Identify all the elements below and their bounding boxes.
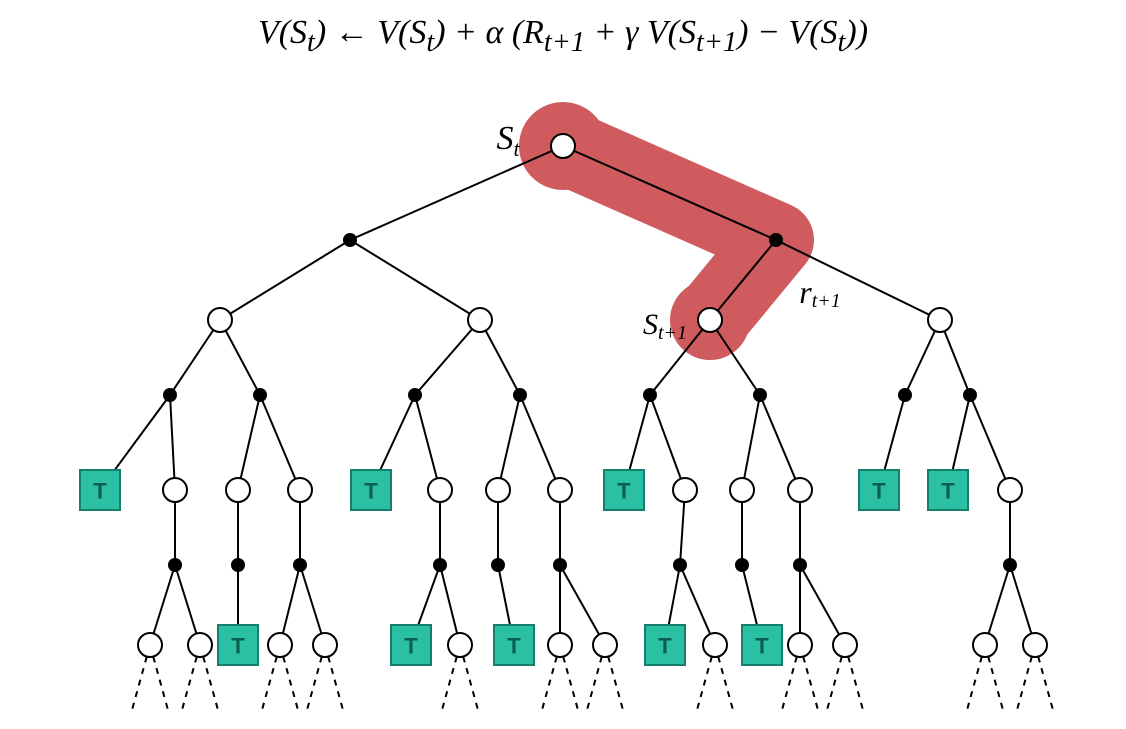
- terminal-label: T: [507, 634, 521, 659]
- state-node: [833, 633, 857, 657]
- state-node: [788, 478, 812, 502]
- root-state: [551, 134, 575, 158]
- terminal-label: T: [617, 479, 631, 504]
- state-node: [486, 478, 510, 502]
- action-node: [253, 388, 267, 402]
- state-node: [468, 308, 492, 332]
- terminal-label: T: [658, 634, 672, 659]
- state-node: [288, 478, 312, 502]
- state-node: [548, 633, 572, 657]
- action-node: [231, 558, 245, 572]
- td-backup-tree: TTTTTTTTTTStrt+1St+1: [0, 90, 1126, 724]
- action-node: [433, 558, 447, 572]
- state-node: [788, 633, 812, 657]
- state-node: [448, 633, 472, 657]
- state-node: [973, 633, 997, 657]
- backup-tree-svg: TTTTTTTTTTStrt+1St+1: [0, 90, 1126, 724]
- state-node: [188, 633, 212, 657]
- action-node: [753, 388, 767, 402]
- action-node: [293, 558, 307, 572]
- terminal-label: T: [364, 479, 378, 504]
- label-S-t: St: [496, 120, 520, 161]
- state-node: [1023, 633, 1047, 657]
- action-node: [408, 388, 422, 402]
- action-node: [168, 558, 182, 572]
- terminal-label: T: [941, 479, 955, 504]
- state-node: [428, 478, 452, 502]
- action-node: [343, 233, 357, 247]
- action-node: [963, 388, 977, 402]
- state-node: [998, 478, 1022, 502]
- state-node: [163, 478, 187, 502]
- state-node: [548, 478, 572, 502]
- action-node: [673, 558, 687, 572]
- state-node: [928, 308, 952, 332]
- action-node: [769, 233, 783, 247]
- action-node: [491, 558, 505, 572]
- terminal-label: T: [755, 634, 769, 659]
- terminal-label: T: [93, 479, 107, 504]
- state-node: [208, 308, 232, 332]
- state-node: [268, 633, 292, 657]
- node-layer: T T T T T T T T T T: [80, 134, 1047, 665]
- action-node: [513, 388, 527, 402]
- action-node: [735, 558, 749, 572]
- td-update-formula: V(St) ← V(St) + α (Rt+1 + γ V(St+1) − V(…: [0, 14, 1126, 59]
- state-node: [703, 633, 727, 657]
- terminal-label: T: [404, 634, 418, 659]
- state-node: [730, 478, 754, 502]
- state-node: [226, 478, 250, 502]
- state-node: [698, 308, 722, 332]
- state-node: [593, 633, 617, 657]
- action-node: [1003, 558, 1017, 572]
- action-node: [163, 388, 177, 402]
- state-node: [313, 633, 337, 657]
- action-node: [643, 388, 657, 402]
- label-r-tp1: rt+1: [799, 274, 841, 312]
- terminal-label: T: [872, 479, 886, 504]
- terminal-label: T: [231, 634, 245, 659]
- action-node: [793, 558, 807, 572]
- state-node: [673, 478, 697, 502]
- action-node: [898, 388, 912, 402]
- state-node: [138, 633, 162, 657]
- action-node: [553, 558, 567, 572]
